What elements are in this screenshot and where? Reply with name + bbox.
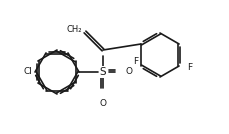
Text: Cl: Cl	[23, 68, 32, 77]
Text: O: O	[126, 66, 133, 75]
Text: O: O	[99, 99, 106, 108]
Text: F: F	[187, 62, 192, 72]
Text: F: F	[133, 57, 138, 66]
Text: S: S	[100, 67, 106, 77]
Text: CH₂: CH₂	[66, 25, 82, 34]
